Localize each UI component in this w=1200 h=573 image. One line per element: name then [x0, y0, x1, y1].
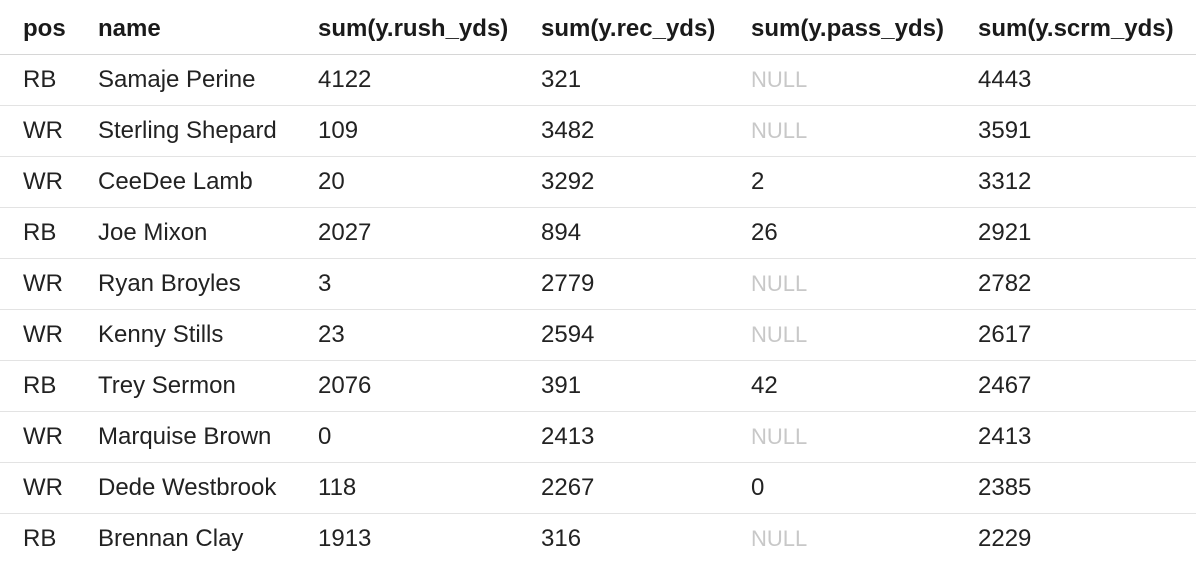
cell-pos: WR: [0, 258, 98, 310]
cell-scrm-yds: 3591: [978, 105, 1196, 157]
cell-pass-yds: NULL: [751, 54, 978, 106]
table-row: RB Samaje Perine 4122 321 NULL 4443: [0, 54, 1196, 106]
cell-pass-yds: NULL: [751, 309, 978, 361]
cell-pass-yds: NULL: [751, 105, 978, 157]
column-header-rush-yds[interactable]: sum(y.rush_yds): [318, 4, 541, 55]
cell-rec-yds: 321: [541, 54, 751, 106]
cell-scrm-yds: 2617: [978, 309, 1196, 361]
cell-pass-yds: NULL: [751, 411, 978, 463]
cell-pos: RB: [23, 525, 57, 552]
column-header-scrm-yds[interactable]: sum(y.scrm_yds): [978, 4, 1196, 55]
cell-pass-yds: 42: [751, 360, 978, 412]
cell-pos: RB: [0, 207, 98, 259]
cell-pos: WR: [0, 462, 98, 514]
cell-pass-yds: NULL: [751, 258, 978, 310]
table-row: RB Trey Sermon 2076 391 42 2467: [0, 360, 1196, 412]
cell-pos: RB: [0, 360, 98, 412]
cell-pos: WR: [0, 105, 98, 157]
cell-rec-yds: 391: [541, 360, 751, 412]
cell-scrm-yds: 2921: [978, 207, 1196, 259]
cell-name: Kenny Stills: [98, 309, 318, 361]
cell-rush-yds: 4122: [318, 54, 541, 106]
cell-name: Trey Sermon: [98, 360, 318, 412]
cell-rush-yds: 0: [318, 411, 541, 463]
cell-scrm-yds: 2385: [978, 462, 1196, 514]
cell-rec-yds: 2594: [541, 309, 751, 361]
cell-name: Ryan Broyles: [98, 258, 318, 310]
cell-rec-yds: 894: [541, 207, 751, 259]
cell-rush-yds: 109: [318, 105, 541, 157]
cell-pos: WR: [0, 309, 98, 361]
cell-rec-yds: 2267: [541, 462, 751, 514]
cell-scrm-yds: 4443: [978, 54, 1196, 106]
cell-rush-yds: 118: [318, 462, 541, 514]
cell-rec-yds: 316: [541, 525, 582, 552]
results-table-header: pos name sum(y.rush_yds) sum(y.rec_yds) …: [0, 4, 1196, 55]
table-row: WR Marquise Brown 0 2413 NULL 2413: [0, 411, 1196, 463]
table-row: WR CeeDee Lamb 20 3292 2 3312: [0, 156, 1196, 208]
cell-name: Brennan Clay: [98, 525, 244, 552]
cell-name: Joe Mixon: [98, 207, 318, 259]
table-row: RB Brennan Clay 1913 316 NULL 2229: [0, 514, 1196, 565]
cell-scrm-yds: 2467: [978, 360, 1196, 412]
cell-pos: WR: [0, 156, 98, 208]
cell-pass-yds: 26: [751, 207, 978, 259]
cell-scrm-yds: 2782: [978, 258, 1196, 310]
cell-rush-yds: 3: [318, 258, 541, 310]
cell-scrm-yds: 2413: [978, 411, 1196, 463]
cell-rec-yds: 2779: [541, 258, 751, 310]
cell-name: CeeDee Lamb: [98, 156, 318, 208]
results-table-body: RB Samaje Perine 4122 321 NULL 4443 WR S…: [0, 54, 1196, 565]
cell-rush-yds: 2027: [318, 207, 541, 259]
cell-pass-yds: NULL: [751, 526, 808, 551]
cell-pos: WR: [0, 411, 98, 463]
cell-pass-yds: 0: [751, 462, 978, 514]
header-row: pos name sum(y.rush_yds) sum(y.rec_yds) …: [0, 4, 1196, 55]
column-header-rec-yds[interactable]: sum(y.rec_yds): [541, 4, 751, 55]
cell-rush-yds: 1913: [318, 525, 372, 552]
cell-name: Marquise Brown: [98, 411, 318, 463]
column-header-name[interactable]: name: [98, 4, 318, 55]
cell-pos: RB: [0, 54, 98, 106]
cell-name: Sterling Shepard: [98, 105, 318, 157]
cell-rec-yds: 2413: [541, 411, 751, 463]
cell-rush-yds: 2076: [318, 360, 541, 412]
cell-rec-yds: 3292: [541, 156, 751, 208]
results-table: pos name sum(y.rush_yds) sum(y.rec_yds) …: [0, 4, 1196, 564]
table-row: WR Sterling Shepard 109 3482 NULL 3591: [0, 105, 1196, 157]
table-row: WR Ryan Broyles 3 2779 NULL 2782: [0, 258, 1196, 310]
cell-name: Samaje Perine: [98, 54, 318, 106]
cell-name: Dede Westbrook: [98, 462, 318, 514]
table-row: WR Dede Westbrook 118 2267 0 2385: [0, 462, 1196, 514]
cell-rush-yds: 20: [318, 156, 541, 208]
table-row: RB Joe Mixon 2027 894 26 2921: [0, 207, 1196, 259]
cell-rush-yds: 23: [318, 309, 541, 361]
column-header-pass-yds[interactable]: sum(y.pass_yds): [751, 4, 978, 55]
table-row: WR Kenny Stills 23 2594 NULL 2617: [0, 309, 1196, 361]
cell-pass-yds: 2: [751, 156, 978, 208]
column-header-pos[interactable]: pos: [0, 4, 98, 55]
cell-scrm-yds: 3312: [978, 156, 1196, 208]
cell-scrm-yds: 2229: [978, 525, 1032, 552]
cell-rec-yds: 3482: [541, 105, 751, 157]
